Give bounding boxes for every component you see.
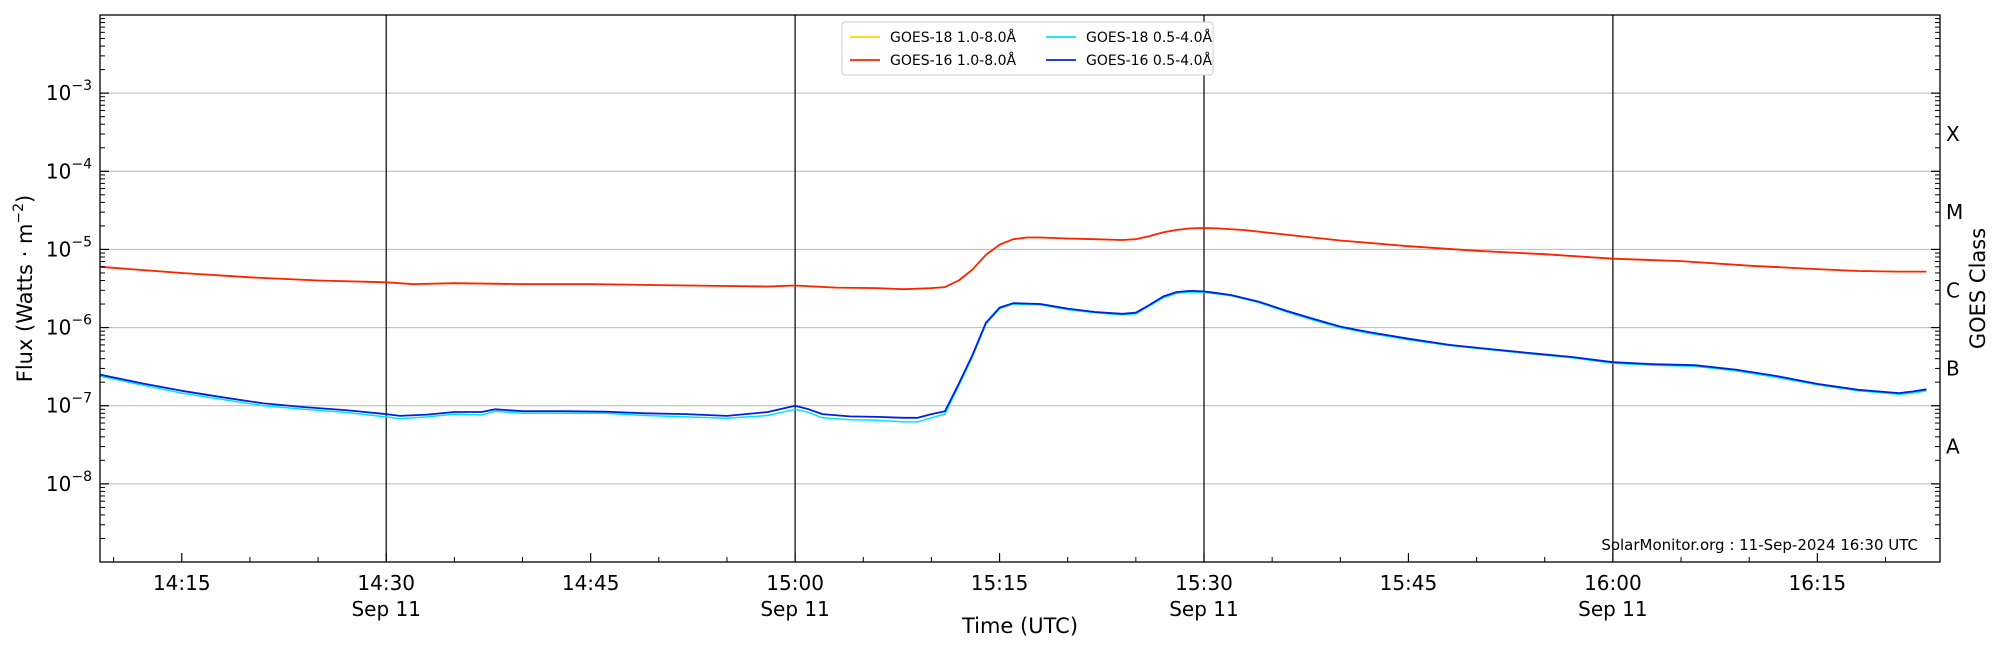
- x-tick-date-5: Sep 11: [1169, 597, 1239, 621]
- y-axis-ticks: 10−810−710−610−510−410−3: [46, 18, 1940, 539]
- grid-lines: [100, 92, 1940, 485]
- goes-class-label-c: C: [1946, 278, 1960, 302]
- y-tick-label-base-3: 10: [46, 237, 71, 261]
- x-tick-date-1: Sep 11: [351, 597, 421, 621]
- plot-frame: [99, 14, 1941, 563]
- legend-label-1: GOES-16 1.0-8.0Å: [890, 52, 1016, 69]
- y-axis-label-exponent: −2: [11, 203, 27, 224]
- goes-class-label-x: X: [1946, 122, 1960, 146]
- y-tick-label-2: 10−6: [46, 313, 92, 340]
- legend: GOES-18 1.0-8.0Å GOES-16 1.0-8.0Å GOES-18 …: [841, 21, 1214, 76]
- y-tick-label-1: 10−7: [46, 391, 92, 418]
- y-tick-label-exp-1: −7: [71, 391, 92, 407]
- goes-class-label-b: B: [1946, 356, 1960, 380]
- x-tick-label-3: 15:00: [766, 571, 824, 595]
- y-tick-label-0: 10−8: [46, 469, 92, 496]
- goes-class-label-m: M: [1946, 200, 1963, 224]
- series-line-1: [99, 227, 1927, 291]
- date-boundary-lines: [385, 15, 1614, 562]
- legend-label-3: GOES-16 0.5-4.0Å: [1086, 52, 1212, 69]
- y-tick-label-exp-2: −6: [71, 313, 92, 329]
- goes-class-axis-label: GOES Class: [1966, 228, 1990, 349]
- y-tick-label-4: 10−4: [46, 156, 92, 183]
- x-tick-date-3: Sep 11: [760, 597, 830, 621]
- y-tick-label-3: 10−5: [46, 234, 92, 261]
- y-axis-label-text: Flux (Watts · m: [13, 224, 37, 383]
- y-tick-label-base-5: 10: [46, 81, 71, 105]
- x-tick-label-2: 14:45: [562, 571, 620, 595]
- goes-class-label-a: A: [1946, 435, 1960, 459]
- series-lines: [99, 227, 1927, 423]
- y-axis-label-close: ): [13, 195, 37, 203]
- x-tick-label-1: 14:30: [357, 571, 415, 595]
- series-line-3: [99, 289, 1927, 419]
- y-tick-label-base-4: 10: [46, 159, 71, 183]
- y-tick-label-exp-3: −5: [71, 234, 92, 250]
- y-tick-label-base-1: 10: [46, 394, 71, 418]
- y-axis-label: Flux (Watts · m−2): [11, 195, 37, 383]
- x-tick-date-7: Sep 11: [1578, 597, 1648, 621]
- x-tick-label-8: 16:15: [1789, 571, 1847, 595]
- y-tick-label-base-2: 10: [46, 316, 71, 340]
- credit-text: SolarMonitor.org : 11-Sep-2024 16:30 UTC: [1601, 536, 1918, 554]
- x-tick-label-5: 15:30: [1175, 571, 1233, 595]
- y-tick-label-5: 10−3: [46, 78, 92, 105]
- x-axis-label: Time (UTC): [961, 614, 1078, 638]
- x-tick-label-4: 15:15: [971, 571, 1029, 595]
- legend-label-2: GOES-18 0.5-4.0Å: [1086, 29, 1212, 46]
- y-tick-label-exp-5: −3: [71, 78, 92, 94]
- x-tick-label-7: 16:00: [1584, 571, 1642, 595]
- x-tick-label-0: 14:15: [153, 571, 211, 595]
- legend-items: GOES-18 1.0-8.0Å GOES-16 1.0-8.0Å GOES-18 …: [850, 29, 1212, 69]
- y-tick-label-exp-4: −4: [71, 156, 92, 172]
- legend-box: [841, 21, 1214, 76]
- goes-class-labels: A B C M X: [1946, 122, 1963, 459]
- x-tick-label-6: 15:45: [1380, 571, 1438, 595]
- y-tick-label-exp-0: −8: [71, 469, 92, 485]
- legend-label-0: GOES-18 1.0-8.0Å: [890, 29, 1016, 46]
- y-tick-label-base-0: 10: [46, 472, 71, 496]
